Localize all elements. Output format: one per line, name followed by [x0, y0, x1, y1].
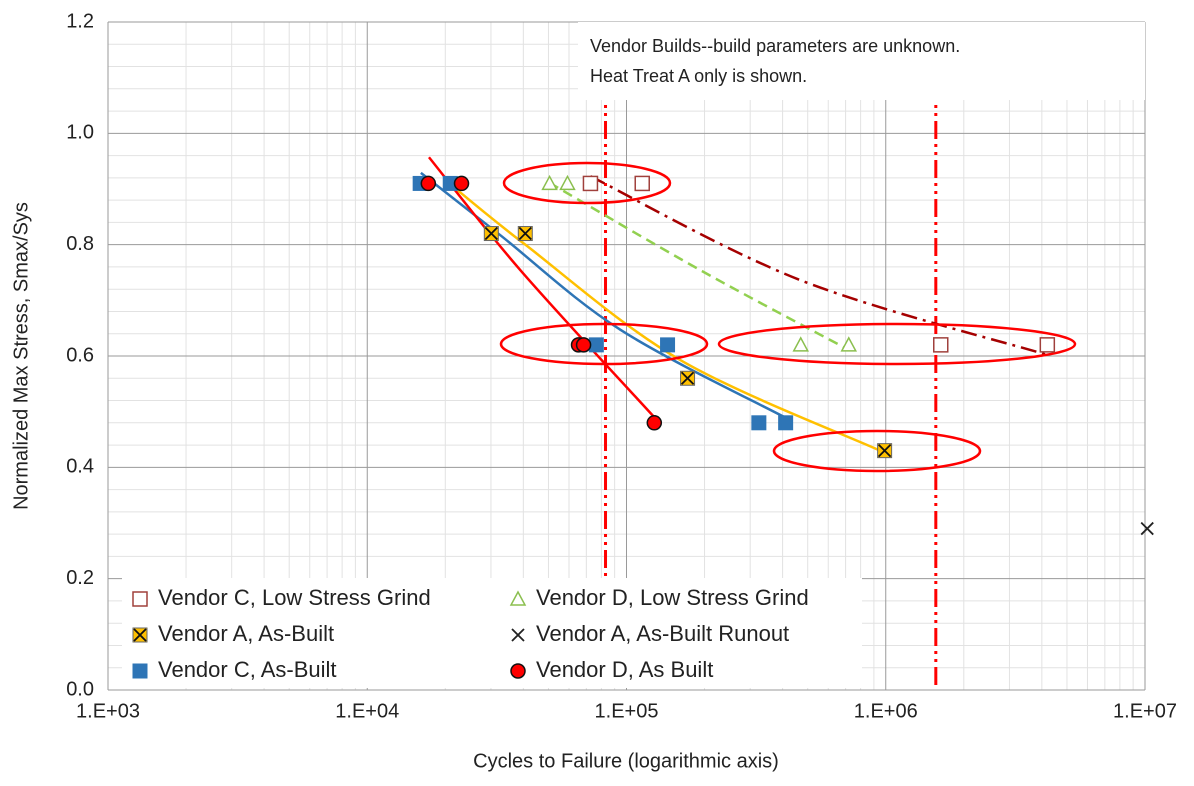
- legend-entry: Vendor D, Low Stress Grind: [509, 585, 809, 610]
- marker: [511, 628, 525, 642]
- marker-shape: [575, 337, 592, 353]
- y-tick-label: 0.8: [66, 233, 94, 255]
- highlight-ellipse: [499, 322, 709, 366]
- marker-shape: [660, 337, 676, 353]
- y-tick-label: 1.0: [66, 122, 94, 144]
- y-tick-label: 0.0: [66, 678, 94, 700]
- y-tick-label: 0.2: [66, 567, 94, 589]
- marker-shape: [132, 663, 148, 679]
- marker: [541, 174, 558, 191]
- marker-shape: [484, 226, 498, 241]
- marker-shape: [541, 174, 558, 191]
- y-tick-label: 0.4: [66, 456, 94, 478]
- marker-shape: [680, 371, 695, 385]
- legend-label: Vendor D, Low Stress Grind: [536, 585, 809, 610]
- marker: [634, 175, 650, 192]
- legend-entry: Vendor A, As-Built Runout: [511, 621, 789, 646]
- legend-label: Vendor C, As-Built: [158, 657, 337, 682]
- legend-entry: Vendor C, Low Stress Grind: [132, 585, 431, 610]
- marker: [582, 175, 599, 192]
- marker: [509, 590, 527, 606]
- marker-shape: [509, 590, 527, 606]
- marker: [778, 415, 794, 431]
- marker: [575, 337, 592, 353]
- marker: [517, 226, 533, 242]
- marker-shape: [511, 628, 525, 642]
- x-tick-label: 1.E+05: [595, 700, 659, 722]
- marker-shape: [646, 415, 663, 431]
- legend-entry: Vendor A, As-Built: [132, 621, 334, 646]
- marker-shape: [634, 175, 650, 192]
- marker: [646, 415, 663, 431]
- trendline: [420, 171, 787, 419]
- marker: [680, 370, 696, 386]
- x-tick-label: 1.E+04: [335, 700, 399, 722]
- legend-label: Vendor A, As-Built: [158, 621, 334, 646]
- trendline: [444, 179, 880, 452]
- x-tick-label: 1.E+06: [854, 700, 918, 722]
- legend-label: Vendor C, Low Stress Grind: [158, 585, 431, 610]
- marker: [877, 443, 893, 459]
- annotation-box: [578, 22, 1145, 100]
- marker-shape: [933, 337, 949, 353]
- marker: [588, 337, 604, 353]
- x-tick-label: 1.E+07: [1113, 700, 1177, 722]
- legend-label: Vendor D, As Built: [536, 657, 713, 682]
- marker-shape: [559, 174, 576, 191]
- y-tick-label: 0.6: [66, 344, 94, 366]
- marker: [132, 591, 148, 607]
- marker: [933, 337, 949, 353]
- legend-label: Vendor A, As-Built Runout: [536, 621, 789, 646]
- marker: [510, 663, 526, 679]
- y-axis-label: Normalized Max Stress, Smax/Sys: [10, 202, 32, 510]
- legend-entry: Vendor D, As Built: [510, 657, 713, 682]
- marker-shape: [133, 628, 147, 642]
- highlight-ellipse: [772, 429, 982, 473]
- marker-shape: [582, 175, 599, 192]
- marker-shape: [453, 175, 470, 192]
- marker: [751, 415, 767, 431]
- legend-box: [122, 578, 862, 688]
- marker-shape: [1039, 337, 1056, 353]
- marker-shape: [1140, 521, 1154, 536]
- marker: [840, 336, 858, 352]
- legend-entry: Vendor C, As-Built: [132, 657, 337, 682]
- marker-shape: [510, 663, 526, 679]
- marker: [792, 336, 809, 352]
- marker: [1140, 521, 1154, 536]
- marker-shape: [588, 337, 604, 353]
- marker-shape: [778, 415, 794, 431]
- highlight-ellipse: [717, 322, 1077, 366]
- marker-shape: [877, 443, 892, 458]
- marker: [559, 174, 576, 191]
- marker-shape: [792, 336, 809, 352]
- y-tick-label: 1.2: [66, 10, 94, 32]
- marker: [660, 337, 676, 353]
- marker: [132, 627, 148, 643]
- x-tick-label: 1.E+03: [76, 700, 140, 722]
- marker-shape: [518, 226, 532, 241]
- legend: Vendor C, Low Stress Grind Vendor D, Low …: [122, 578, 862, 688]
- marker-shape: [132, 591, 148, 607]
- x-axis-label: Cycles to Failure (logarithmic axis): [473, 750, 779, 772]
- marker: [453, 175, 470, 192]
- marker-shape: [420, 175, 437, 192]
- annotation: Vendor Builds--build parameters are unkn…: [590, 36, 960, 56]
- marker: [420, 175, 437, 192]
- marker: [1039, 337, 1056, 353]
- highlight-ellipse: [502, 161, 672, 205]
- marker-shape: [840, 336, 858, 352]
- marker-shape: [751, 415, 767, 431]
- marker: [132, 663, 148, 679]
- marker: [483, 226, 499, 242]
- annotation: Heat Treat A only is shown.: [590, 66, 807, 86]
